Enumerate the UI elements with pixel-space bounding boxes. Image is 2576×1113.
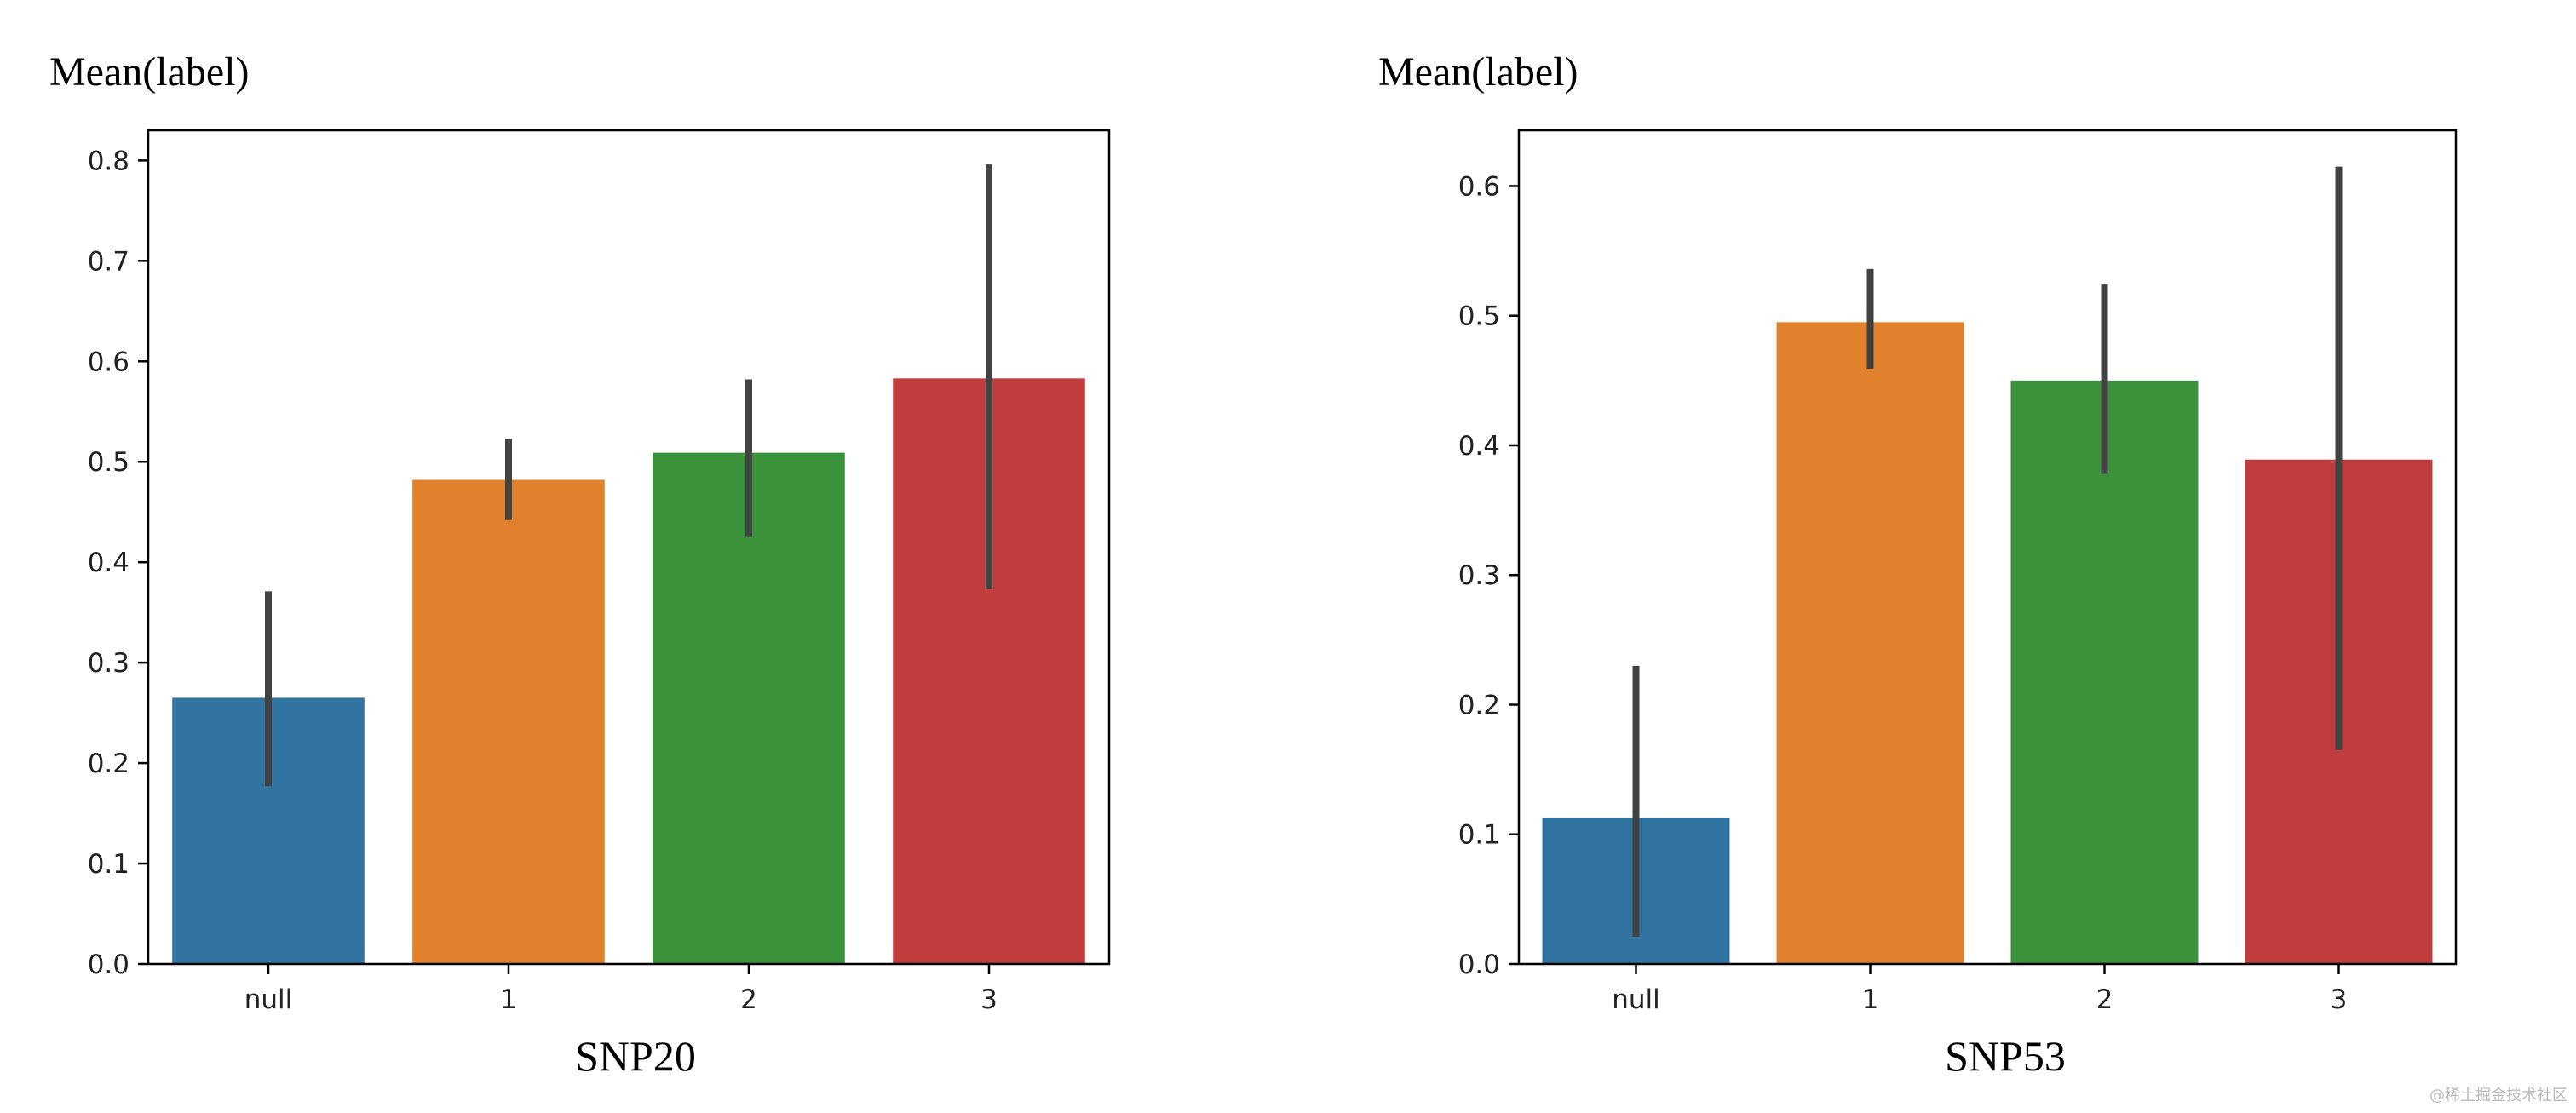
chart-snp20-ytick-label: 0.5 [88, 447, 129, 478]
chart-snp20: Mean(label) SNP20 0.0 0.1 0.2 0.3 0.4 0.5 0.6 0… [49, 49, 1111, 1080]
chart-snp20-ylabel: Mean(label) [49, 49, 250, 95]
chart-snp20-ytick-label: 0.0 [88, 949, 129, 980]
chart-snp53: Mean(label) SNP53 0.0 0.1 0.2 0.3 0.4 0.5 0.6 n… [1378, 49, 2458, 1080]
chart-snp20-ytick-label: 0.7 [88, 246, 129, 277]
chart-snp53-ytick-label: 0.6 [1458, 171, 1500, 202]
chart-snp53-ytick-label: 0.0 [1458, 949, 1500, 980]
chart-snp53-xtick-label-null: null [1612, 984, 1660, 1015]
chart-snp53-ytick-label: 0.3 [1458, 560, 1500, 591]
chart-snp53-ytick-label: 0.5 [1458, 301, 1500, 332]
chart-snp20-ytick-label: 0.8 [88, 146, 129, 176]
chart-snp20-xtick-label-2: 2 [740, 984, 757, 1015]
chart-snp53-ytick-label: 0.1 [1458, 820, 1500, 851]
chart-snp20-axes-frame [147, 129, 1111, 966]
chart-snp53-xlabel: SNP53 [1945, 1032, 2066, 1080]
chart-snp20-xtick-label-null: null [244, 984, 293, 1015]
chart-snp20-xtick-label-1: 1 [500, 984, 517, 1015]
chart-snp20-bar-2 [653, 452, 845, 964]
chart-snp53-axes-frame [1517, 129, 2458, 966]
chart-snp20-ytick-label: 0.3 [88, 648, 129, 679]
watermark-text: @稀土掘金技术社区 [2429, 1087, 2567, 1104]
chart-snp53-ytick-label: 0.4 [1458, 431, 1500, 462]
chart-snp53-ylabel: Mean(label) [1378, 49, 1578, 95]
chart-snp20-xtick-label-3: 3 [980, 984, 998, 1015]
chart-snp53-xtick-label-1: 1 [1862, 984, 1879, 1015]
chart-snp53-xtick-label-3: 3 [2331, 984, 2348, 1015]
chart-snp53-xtick-label-2: 2 [2096, 984, 2113, 1015]
chart-snp53-bar-1 [1776, 322, 1964, 964]
chart-snp20-ytick-label: 0.4 [88, 548, 129, 578]
chart-snp20-xlabel: SNP20 [575, 1032, 696, 1080]
chart-snp53-ytick-label: 0.2 [1458, 690, 1500, 720]
chart-snp20-bar-1 [412, 479, 605, 964]
chart-snp20-ytick-label: 0.6 [88, 347, 129, 377]
chart-snp20-ytick-label: 0.2 [88, 749, 129, 779]
chart-snp20-ytick-label: 0.1 [88, 849, 129, 880]
chart-snp53-bar-2 [2010, 380, 2199, 964]
